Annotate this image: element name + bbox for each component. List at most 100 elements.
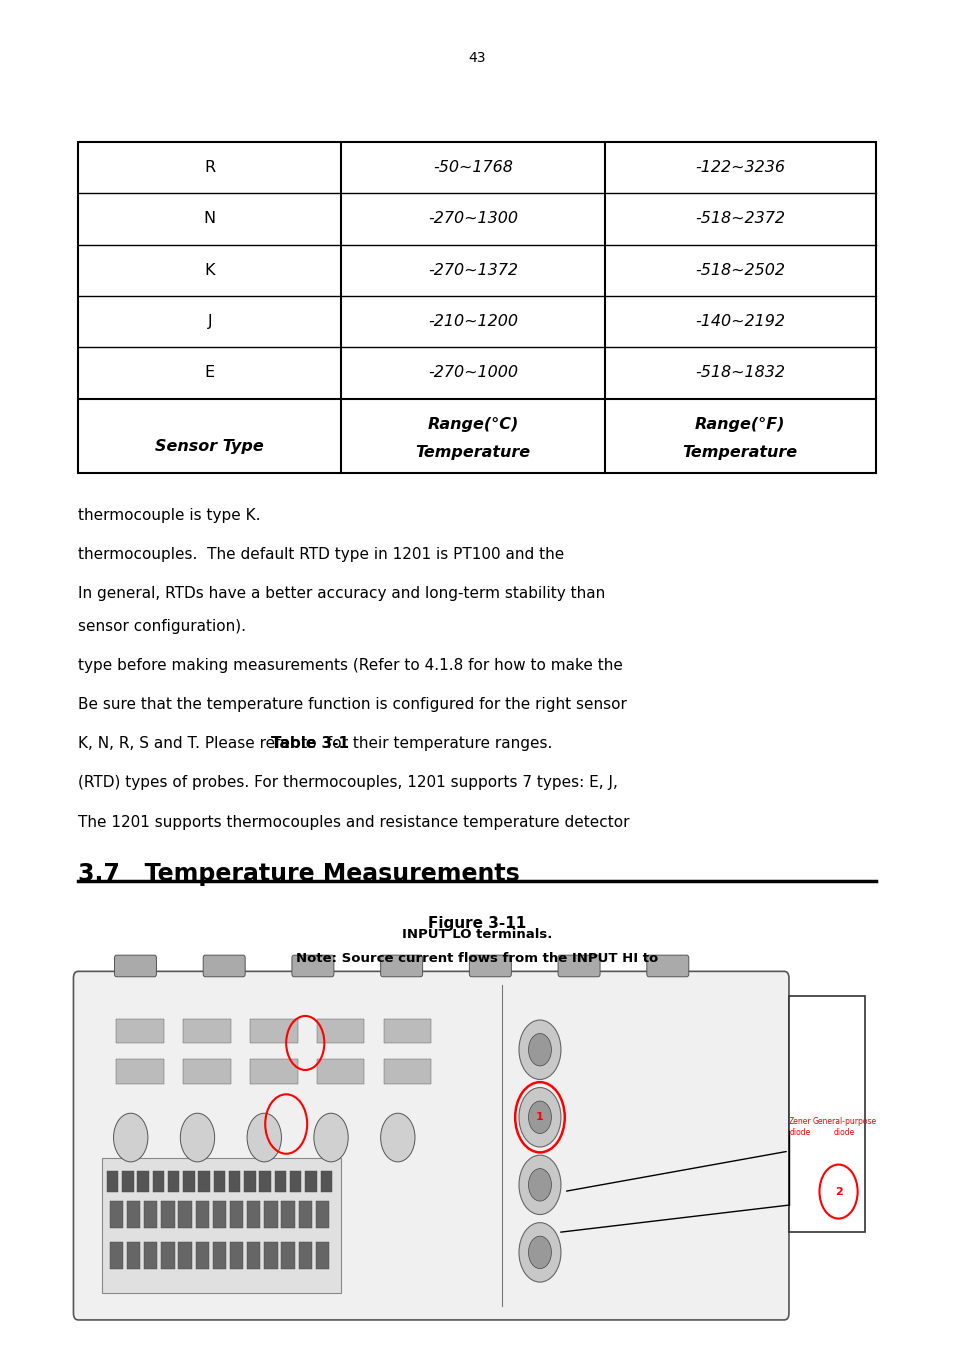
Bar (183, 1019, 231, 1043)
Circle shape (314, 1113, 348, 1162)
Bar (213, 1171, 225, 1192)
Text: J: J (208, 313, 212, 330)
Circle shape (528, 1034, 551, 1066)
Text: K, N, R, S and T. Please refer to: K, N, R, S and T. Please refer to (78, 736, 321, 751)
Circle shape (380, 1113, 415, 1162)
Bar (316, 1019, 364, 1043)
Bar (127, 1242, 140, 1269)
Bar (383, 1059, 431, 1084)
Bar (290, 1171, 301, 1192)
Bar (178, 1242, 192, 1269)
Text: for their temperature ranges.: for their temperature ranges. (322, 736, 552, 751)
FancyBboxPatch shape (558, 955, 599, 977)
Bar (116, 1019, 164, 1043)
Text: -122~3236: -122~3236 (695, 159, 784, 176)
FancyBboxPatch shape (469, 955, 511, 977)
Text: (RTD) types of probes. For thermocouples, 1201 supports 7 types: E, J,: (RTD) types of probes. For thermocouples… (78, 775, 618, 790)
Text: sensor configuration).: sensor configuration). (78, 619, 246, 634)
Bar (316, 1059, 364, 1084)
Text: Sensor Type: Sensor Type (155, 439, 264, 454)
Text: Temperature: Temperature (682, 444, 797, 459)
FancyBboxPatch shape (292, 955, 334, 977)
Text: -50~1768: -50~1768 (433, 159, 513, 176)
Bar (320, 1171, 332, 1192)
Text: -140~2192: -140~2192 (695, 313, 784, 330)
Text: 1: 1 (536, 1112, 543, 1123)
Bar (230, 1242, 243, 1269)
Text: 43: 43 (468, 51, 485, 65)
Text: Note: Source current flows from the INPUT HI to: Note: Source current flows from the INPU… (295, 952, 658, 966)
Bar (102, 1158, 340, 1293)
Bar (127, 1201, 140, 1228)
Bar (298, 1242, 312, 1269)
Circle shape (180, 1113, 214, 1162)
FancyBboxPatch shape (73, 971, 788, 1320)
FancyBboxPatch shape (646, 955, 688, 977)
Bar (250, 1059, 297, 1084)
Circle shape (528, 1236, 551, 1269)
Text: Temperature: Temperature (415, 444, 530, 459)
Text: -518~2502: -518~2502 (695, 262, 784, 278)
Text: R: R (204, 159, 215, 176)
Circle shape (528, 1169, 551, 1201)
Bar (152, 1171, 164, 1192)
Text: In general, RTDs have a better accuracy and long-term stability than: In general, RTDs have a better accuracy … (78, 586, 605, 601)
Text: General-purpose
diode: General-purpose diode (811, 1117, 876, 1136)
Text: Range(°F): Range(°F) (694, 417, 784, 432)
Bar (183, 1171, 194, 1192)
Text: E: E (205, 365, 214, 381)
Bar (195, 1201, 209, 1228)
Text: -518~1832: -518~1832 (695, 365, 784, 381)
Bar (281, 1201, 294, 1228)
Bar (305, 1171, 316, 1192)
Text: The 1201 supports thermocouples and resistance temperature detector: The 1201 supports thermocouples and resi… (78, 815, 629, 830)
Circle shape (518, 1020, 560, 1079)
Circle shape (518, 1088, 560, 1147)
Bar (247, 1242, 260, 1269)
Text: 2: 2 (834, 1186, 841, 1197)
Text: thermocouple is type K.: thermocouple is type K. (78, 508, 260, 523)
Text: N: N (204, 211, 215, 227)
Bar (250, 1019, 297, 1043)
Bar (144, 1242, 157, 1269)
Bar (198, 1171, 210, 1192)
Text: Be sure that the temperature function is configured for the right sensor: Be sure that the temperature function is… (78, 697, 626, 712)
Circle shape (113, 1113, 148, 1162)
Bar (383, 1019, 431, 1043)
Bar (116, 1059, 164, 1084)
Bar (281, 1242, 294, 1269)
Bar (229, 1171, 240, 1192)
Circle shape (528, 1101, 551, 1133)
Circle shape (247, 1113, 281, 1162)
Text: Zener
diode: Zener diode (788, 1117, 811, 1136)
FancyBboxPatch shape (380, 955, 422, 977)
Bar (264, 1242, 277, 1269)
Bar (298, 1201, 312, 1228)
Bar (195, 1242, 209, 1269)
Text: -518~2372: -518~2372 (695, 211, 784, 227)
Bar (107, 1171, 118, 1192)
Text: type before making measurements (Refer to 4.1.8 for how to make the: type before making measurements (Refer t… (78, 658, 622, 673)
Bar (315, 1201, 329, 1228)
Bar (178, 1201, 192, 1228)
Text: -270~1300: -270~1300 (428, 211, 517, 227)
Text: thermocouples.  The default RTD type in 1201 is PT100 and the: thermocouples. The default RTD type in 1… (78, 547, 564, 562)
Bar (213, 1242, 226, 1269)
Text: 3.7   Temperature Measurements: 3.7 Temperature Measurements (78, 862, 519, 886)
Bar (122, 1171, 133, 1192)
Bar (315, 1242, 329, 1269)
Text: -270~1000: -270~1000 (428, 365, 517, 381)
Circle shape (518, 1223, 560, 1282)
Bar (244, 1171, 255, 1192)
FancyBboxPatch shape (114, 955, 156, 977)
Bar (137, 1171, 149, 1192)
Bar (183, 1059, 231, 1084)
Bar (259, 1171, 271, 1192)
Bar (230, 1201, 243, 1228)
Bar (144, 1201, 157, 1228)
Bar (168, 1171, 179, 1192)
Bar (161, 1201, 174, 1228)
Text: Figure 3-11: Figure 3-11 (428, 916, 525, 931)
Bar (110, 1242, 123, 1269)
Text: -270~1372: -270~1372 (428, 262, 517, 278)
